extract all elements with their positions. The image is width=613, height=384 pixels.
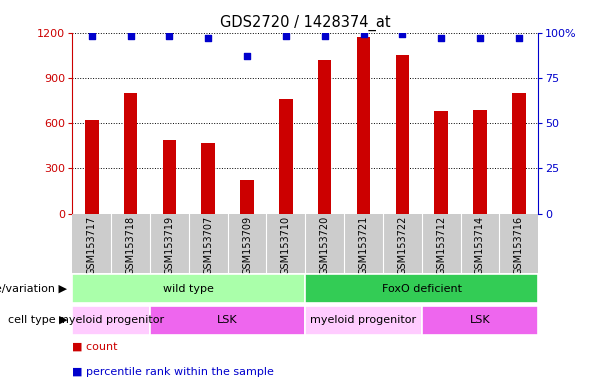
Point [126, 33, 135, 39]
Bar [279, 99, 292, 214]
Point [436, 35, 446, 41]
Bar [357, 37, 370, 214]
Text: GSM153721: GSM153721 [359, 216, 368, 275]
Bar [318, 60, 332, 214]
Point [281, 33, 291, 39]
Text: myeloid progenitor: myeloid progenitor [310, 315, 417, 325]
Bar [473, 109, 487, 214]
Text: LSK: LSK [218, 315, 238, 325]
Bar [395, 55, 409, 214]
Point [397, 31, 407, 38]
Text: ■ count: ■ count [72, 341, 118, 351]
Bar [85, 120, 99, 214]
Bar [72, 306, 150, 335]
Bar [240, 180, 254, 214]
Bar [150, 306, 305, 335]
Text: GSM153707: GSM153707 [204, 216, 213, 275]
Text: GSM153719: GSM153719 [164, 216, 174, 275]
Text: GSM153709: GSM153709 [242, 216, 252, 275]
Point [359, 31, 368, 38]
Text: ■ percentile rank within the sample: ■ percentile rank within the sample [72, 367, 274, 377]
Text: wild type: wild type [164, 284, 214, 294]
Point [242, 53, 252, 59]
Text: GSM153712: GSM153712 [436, 216, 446, 275]
Text: myeloid progenitor: myeloid progenitor [58, 315, 164, 325]
Point [320, 33, 330, 39]
Text: GSM153722: GSM153722 [397, 216, 407, 275]
Bar [305, 274, 538, 303]
Text: genotype/variation ▶: genotype/variation ▶ [0, 284, 67, 294]
Point [164, 33, 174, 39]
Text: GSM153716: GSM153716 [514, 216, 524, 275]
Text: GSM153720: GSM153720 [320, 216, 330, 275]
Text: FoxO deficient: FoxO deficient [382, 284, 462, 294]
Bar [72, 274, 305, 303]
Title: GDS2720 / 1428374_at: GDS2720 / 1428374_at [220, 15, 390, 31]
Bar [512, 93, 525, 214]
Text: LSK: LSK [470, 315, 490, 325]
Point [87, 33, 97, 39]
Bar [124, 93, 137, 214]
Text: GSM153714: GSM153714 [475, 216, 485, 275]
Point [514, 35, 524, 41]
Text: GSM153717: GSM153717 [87, 216, 97, 275]
Point [204, 35, 213, 41]
Text: GSM153710: GSM153710 [281, 216, 291, 275]
Text: cell type ▶: cell type ▶ [8, 315, 67, 325]
Bar [435, 111, 448, 214]
Bar [162, 140, 176, 214]
Bar [422, 306, 538, 335]
Point [475, 35, 485, 41]
Bar [202, 143, 215, 214]
Text: GSM153718: GSM153718 [126, 216, 135, 275]
Bar [305, 306, 422, 335]
